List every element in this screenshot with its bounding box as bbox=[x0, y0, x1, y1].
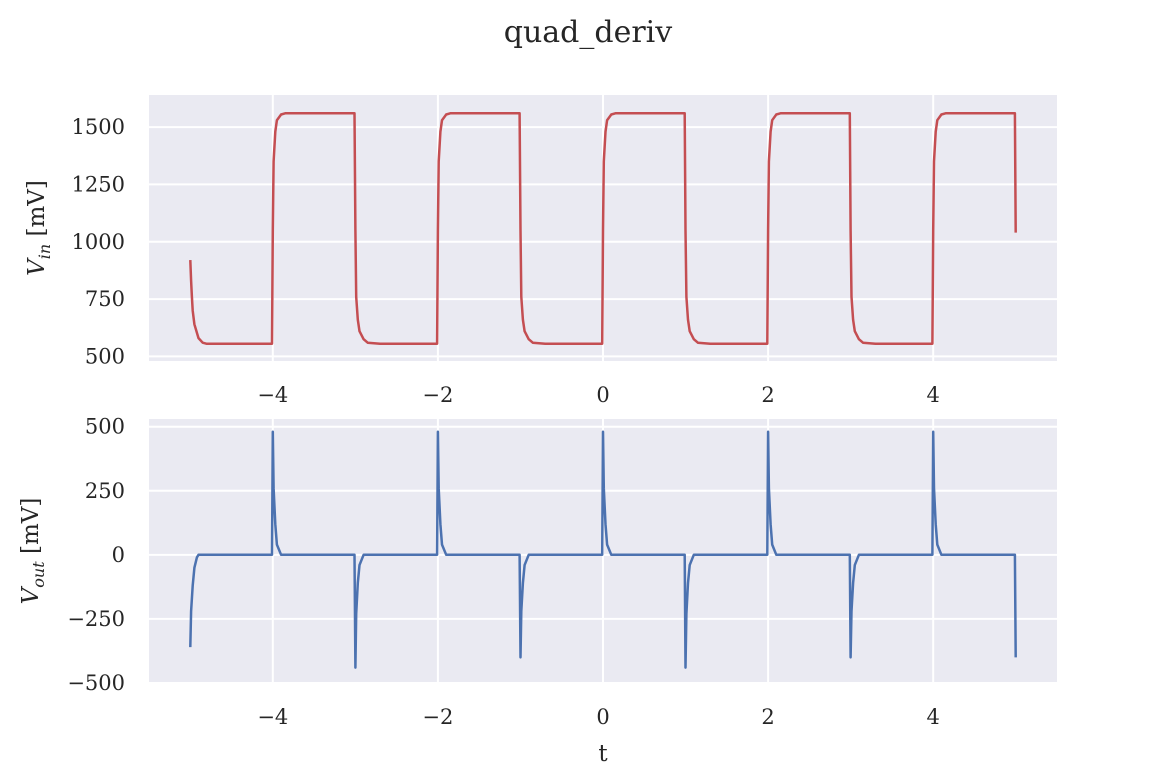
bottom-y-axis-label: Vout [mV] bbox=[18, 498, 48, 605]
top-y-tick-label: 1500 bbox=[72, 115, 125, 139]
bottom-x-tick-label: 4 bbox=[926, 705, 939, 729]
bottom-y-tick-label: 250 bbox=[85, 479, 125, 503]
top-y-axis-label: Vin [mV] bbox=[24, 180, 54, 276]
bottom-subplot: −4 −2 0 2 4 −500 −250 0 250 500 Vout [mV] bbox=[18, 415, 1057, 729]
x-axis-label: t bbox=[598, 741, 608, 767]
top-series-line bbox=[189, 112, 1017, 346]
bottom-y-tick-label: −250 bbox=[67, 607, 125, 631]
bottom-y-tick-label: −500 bbox=[67, 671, 125, 695]
bottom-x-tick-label: −2 bbox=[422, 705, 453, 729]
bottom-x-tick-label: 2 bbox=[761, 705, 774, 729]
top-subplot: −4 −2 0 2 4 500 750 1000 1250 1500 Vin [mV] bbox=[24, 95, 1057, 407]
top-x-tick-label: −2 bbox=[422, 383, 453, 407]
top-y-tick-label: 750 bbox=[85, 287, 125, 311]
bottom-series-line bbox=[189, 430, 1017, 669]
top-x-tick-label: 0 bbox=[596, 383, 609, 407]
bottom-x-tick-label: −4 bbox=[257, 705, 288, 729]
top-y-tick-label: 500 bbox=[85, 344, 125, 368]
bottom-x-tick-label: 0 bbox=[596, 705, 609, 729]
top-y-tick-label: 1250 bbox=[72, 172, 125, 196]
top-x-tick-label: −4 bbox=[257, 383, 288, 407]
chart-title: quad_deriv bbox=[504, 15, 673, 50]
top-y-tick-label: 1000 bbox=[72, 230, 125, 254]
bottom-y-tick-label: 500 bbox=[85, 415, 125, 439]
top-x-tick-label: 4 bbox=[926, 383, 939, 407]
bottom-y-tick-label: 0 bbox=[112, 543, 125, 567]
top-x-tick-label: 2 bbox=[761, 383, 774, 407]
